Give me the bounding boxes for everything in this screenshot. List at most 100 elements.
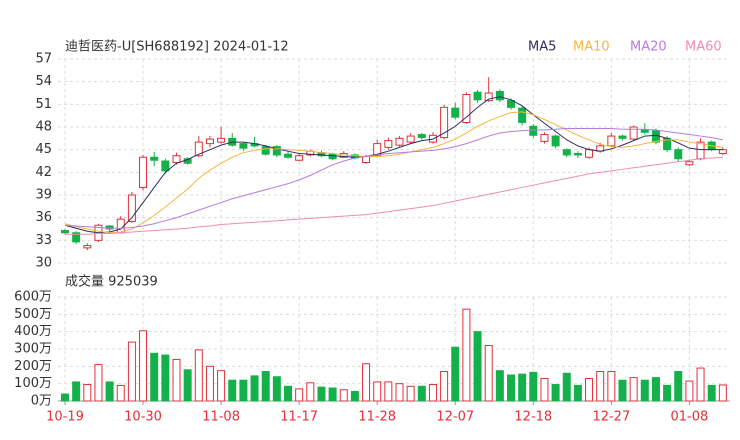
candle-body <box>629 126 638 140</box>
candle-body <box>507 100 515 108</box>
volume-bar <box>529 371 538 402</box>
y-tick-label: 400万 <box>14 324 52 339</box>
x-tick-label: 11-28 <box>358 410 396 425</box>
candle-body <box>61 230 69 234</box>
x-tick-label: 12-07 <box>436 410 474 425</box>
candle-body <box>150 156 159 161</box>
candle-body <box>406 135 415 143</box>
y-tick-label: 33 <box>35 233 52 248</box>
y-tick-label: 51 <box>35 97 52 112</box>
volume-bar <box>205 365 214 402</box>
x-tick-label: 12-18 <box>514 410 552 425</box>
volume-bar <box>395 383 404 402</box>
x-tick-label: 11-17 <box>280 410 318 425</box>
candle-body <box>473 91 482 101</box>
candle-body <box>585 149 594 158</box>
candle-body <box>451 107 460 118</box>
volume-bar <box>451 346 460 402</box>
volume-bar <box>72 381 81 402</box>
y-tick-label: 48 <box>35 120 52 135</box>
candle-body <box>484 92 493 102</box>
volume-bar <box>105 381 114 402</box>
candle-body <box>518 107 527 123</box>
legend-entry: MA60 <box>685 40 722 55</box>
x-tick-label: 11-08 <box>202 410 240 425</box>
candle-body <box>362 155 371 164</box>
candle-body <box>618 135 627 139</box>
volume-bar <box>272 376 281 402</box>
x-tick-label: 12-27 <box>592 410 630 425</box>
legend-entry: MA10 <box>573 40 610 55</box>
volume-bar <box>284 385 292 402</box>
candle-body <box>105 225 114 230</box>
volume-title: 成交量 925039 <box>65 274 158 290</box>
candle-body <box>139 156 148 188</box>
volume-bar <box>473 331 482 402</box>
y-tick-label: 0万 <box>31 394 52 409</box>
volume-bar <box>607 371 616 402</box>
x-tick-label: 10-19 <box>46 410 84 425</box>
volume-bar <box>373 381 382 402</box>
candle-body <box>217 137 226 143</box>
volume-bar <box>685 380 694 402</box>
candle-body <box>674 149 683 160</box>
volume-bar <box>651 377 660 402</box>
volume-bar <box>116 384 125 402</box>
volume-bar <box>61 393 69 402</box>
volume-bar <box>663 384 672 402</box>
volume-bar <box>596 371 605 402</box>
candle-body <box>685 161 694 166</box>
y-tick-label: 600万 <box>14 290 52 305</box>
legend-entry: MA20 <box>630 40 667 55</box>
volume-bar <box>83 384 92 402</box>
volume-bar <box>707 384 716 402</box>
ma-line <box>64 128 723 229</box>
y-tick-label: 54 <box>35 74 52 89</box>
volume-bar <box>194 349 203 402</box>
volume-bar <box>585 377 594 402</box>
candle-body <box>462 94 471 123</box>
x-tick-label: 01-08 <box>671 410 709 425</box>
legend-entry: MA5 <box>528 40 556 55</box>
candle-body <box>562 149 571 156</box>
volume-bar <box>507 374 515 402</box>
volume-bar <box>339 389 348 402</box>
volume-bar <box>674 371 683 402</box>
candle-body <box>205 138 214 145</box>
volume-bar <box>239 379 248 402</box>
candle-body <box>272 146 281 156</box>
volume-bar <box>172 358 181 402</box>
ma-line <box>64 111 723 234</box>
volume-bar <box>127 341 136 402</box>
candle-body <box>384 140 393 148</box>
ma-line <box>64 96 723 234</box>
candle-body <box>295 155 304 161</box>
candle-body <box>127 194 136 222</box>
candle-body <box>551 135 560 147</box>
volume-bar <box>440 371 449 402</box>
volume-bar <box>261 371 270 402</box>
volume-bar <box>228 379 237 402</box>
y-tick-label: 500万 <box>14 307 52 322</box>
volume-bar <box>484 345 493 402</box>
candle-body <box>607 135 616 147</box>
candle-body <box>83 245 92 249</box>
volume-bar <box>629 377 638 402</box>
candle-body <box>495 90 504 101</box>
volume-bar <box>217 370 226 402</box>
volume-bar <box>518 373 527 402</box>
y-tick-label: 200万 <box>14 359 52 374</box>
candle-body <box>395 137 404 146</box>
candle-body <box>373 143 382 157</box>
volume-bar <box>462 308 471 402</box>
ma-line <box>65 156 723 235</box>
candle-body <box>172 155 181 164</box>
candle-body <box>417 134 426 139</box>
y-tick-label: 42 <box>35 165 52 180</box>
volume-bar <box>306 382 315 402</box>
volume-bar <box>295 388 304 402</box>
candle-body <box>440 106 449 139</box>
volume-bar <box>540 377 549 402</box>
volume-bar <box>317 386 326 402</box>
volume-bar <box>618 379 627 402</box>
